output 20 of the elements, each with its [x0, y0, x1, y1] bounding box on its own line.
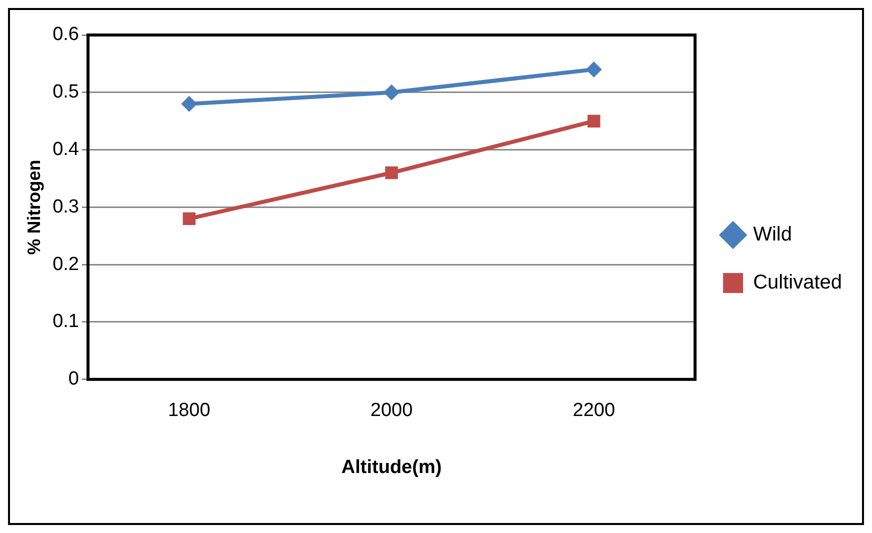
y-tick-label: 0.4	[52, 139, 80, 160]
point	[588, 114, 600, 128]
point	[182, 212, 196, 226]
y-tick-label: 0.5	[52, 82, 80, 103]
point	[384, 84, 400, 100]
y-axis-title: % Nitrogen	[24, 160, 44, 255]
y-tick-label: 0	[68, 368, 80, 390]
point	[385, 166, 398, 180]
point	[586, 61, 602, 78]
y-tick-label: 0.1	[52, 311, 80, 332]
x-tick-label: 2000	[370, 400, 413, 422]
legend-label: Cultivated	[753, 272, 842, 294]
x-tick-label: 2200	[572, 400, 616, 422]
y-tick-label: 0.6	[52, 24, 80, 46]
legend-label: Wild	[753, 224, 792, 246]
y-tick-label: 0.2	[52, 254, 80, 275]
x-axis-title: Altitude(m)	[341, 456, 442, 478]
x-tick-label: 1800	[168, 400, 210, 422]
y-tick-label: 0.3	[52, 196, 80, 218]
point	[181, 96, 198, 112]
